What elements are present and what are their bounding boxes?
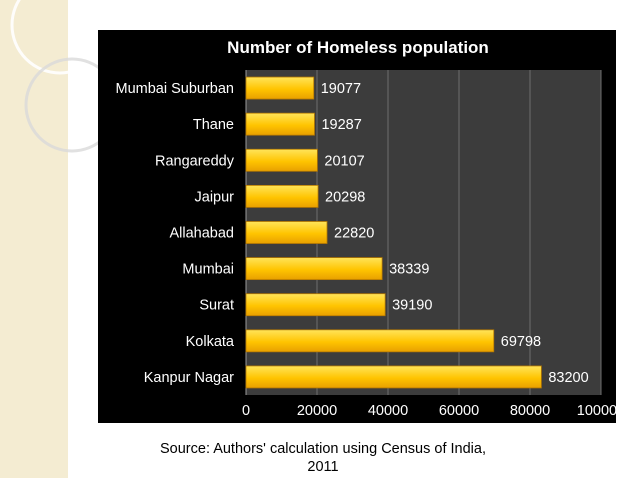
x-tick-label: 20000 bbox=[297, 403, 337, 419]
category-label: Jaipur bbox=[195, 189, 235, 205]
bar bbox=[245, 148, 318, 172]
data-label: 39190 bbox=[392, 298, 432, 314]
category-label: Surat bbox=[199, 298, 234, 314]
category-labels: Kanpur Nagar Kolkata Surat Mumbai Allahabad J… bbox=[116, 81, 235, 386]
source-line-1: Source: Authors' calculation using Censu… bbox=[160, 441, 486, 457]
category-label: Kolkata bbox=[186, 334, 235, 350]
data-label: 20298 bbox=[325, 189, 365, 205]
bar bbox=[245, 184, 319, 208]
bar bbox=[245, 76, 315, 100]
bar bbox=[245, 329, 495, 353]
bar bbox=[245, 112, 315, 136]
bars bbox=[245, 76, 542, 389]
chart-panel: Kanpur Nagar Kolkata Surat Mumbai Allahabad J… bbox=[98, 30, 616, 423]
bar bbox=[245, 257, 383, 281]
data-label: 38339 bbox=[389, 262, 429, 278]
data-label: 19287 bbox=[321, 117, 361, 133]
source-line-2: 2011 bbox=[307, 459, 339, 475]
data-label: 22820 bbox=[334, 226, 374, 242]
chart-title: Number of Homeless population bbox=[227, 38, 489, 57]
x-tick-label: 40000 bbox=[368, 403, 408, 419]
category-label: Rangareddy bbox=[155, 153, 235, 169]
x-tick-label: 0 bbox=[242, 403, 250, 419]
data-label: 83200 bbox=[548, 370, 588, 386]
x-tick-labels: 0 20000 40000 60000 80000 100000 bbox=[242, 403, 616, 419]
bar bbox=[245, 221, 328, 244]
bar bbox=[245, 293, 386, 317]
x-tick-label: 80000 bbox=[510, 403, 550, 419]
data-labels: 83200 69798 39190 38339 22820 20298 20107 19287… bbox=[321, 81, 589, 386]
data-label: 69798 bbox=[501, 334, 541, 350]
category-label: Mumbai Suburban bbox=[116, 81, 235, 97]
source-note: Source: Authors' calculation using Censu… bbox=[118, 440, 528, 476]
x-tick-label: 100000 bbox=[577, 403, 616, 419]
category-label: Allahabad bbox=[170, 226, 235, 242]
bar-chart: Kanpur Nagar Kolkata Surat Mumbai Allahabad J… bbox=[116, 38, 617, 419]
category-label: Thane bbox=[193, 117, 234, 133]
bar bbox=[245, 365, 542, 389]
category-label: Kanpur Nagar bbox=[144, 370, 234, 386]
category-label: Mumbai bbox=[182, 262, 234, 278]
data-label: 20107 bbox=[324, 153, 364, 169]
data-label: 19077 bbox=[321, 81, 361, 97]
x-tick-label: 60000 bbox=[439, 403, 479, 419]
